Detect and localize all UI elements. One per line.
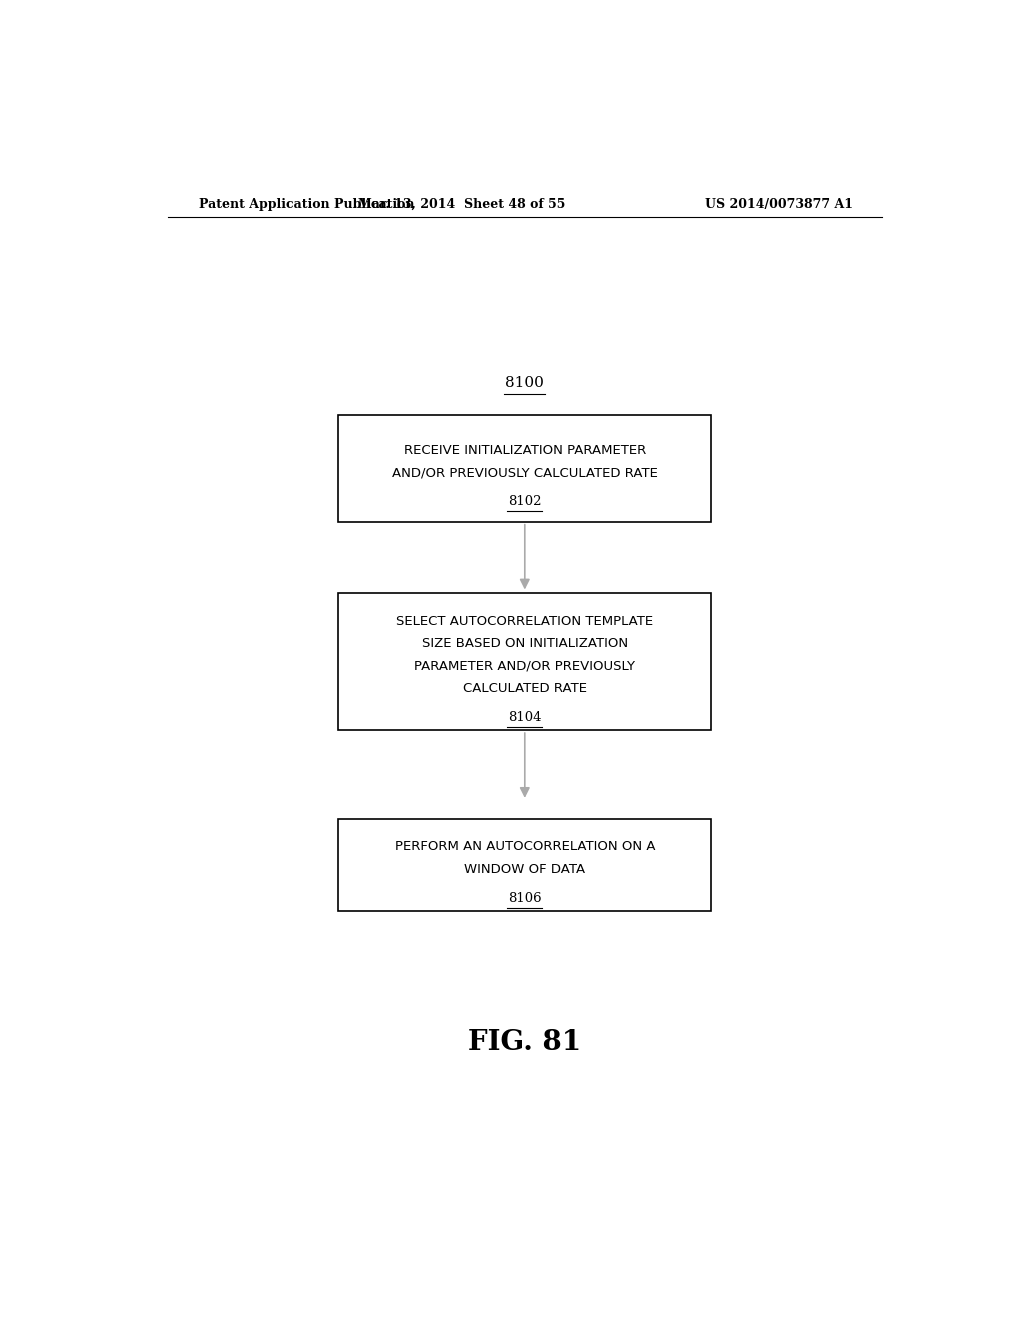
- Text: AND/OR PREVIOUSLY CALCULATED RATE: AND/OR PREVIOUSLY CALCULATED RATE: [392, 466, 657, 479]
- Text: SELECT AUTOCORRELATION TEMPLATE: SELECT AUTOCORRELATION TEMPLATE: [396, 615, 653, 628]
- Text: FIG. 81: FIG. 81: [468, 1030, 582, 1056]
- Text: 8100: 8100: [506, 376, 544, 389]
- Text: SIZE BASED ON INITIALIZATION: SIZE BASED ON INITIALIZATION: [422, 638, 628, 651]
- Text: Mar. 13, 2014  Sheet 48 of 55: Mar. 13, 2014 Sheet 48 of 55: [357, 198, 565, 211]
- Bar: [338, 593, 712, 730]
- Text: Patent Application Publication: Patent Application Publication: [200, 198, 415, 211]
- Text: 8102: 8102: [508, 495, 542, 508]
- Text: PARAMETER AND/OR PREVIOUSLY: PARAMETER AND/OR PREVIOUSLY: [415, 660, 635, 672]
- Text: 8106: 8106: [508, 891, 542, 904]
- Text: 8104: 8104: [508, 710, 542, 723]
- Bar: [338, 818, 712, 911]
- Text: CALCULATED RATE: CALCULATED RATE: [463, 682, 587, 694]
- Text: RECEIVE INITIALIZATION PARAMETER: RECEIVE INITIALIZATION PARAMETER: [403, 444, 646, 457]
- Bar: [338, 414, 712, 521]
- Text: PERFORM AN AUTOCORRELATION ON A: PERFORM AN AUTOCORRELATION ON A: [394, 841, 655, 854]
- Text: WINDOW OF DATA: WINDOW OF DATA: [464, 863, 586, 875]
- Text: US 2014/0073877 A1: US 2014/0073877 A1: [705, 198, 853, 211]
